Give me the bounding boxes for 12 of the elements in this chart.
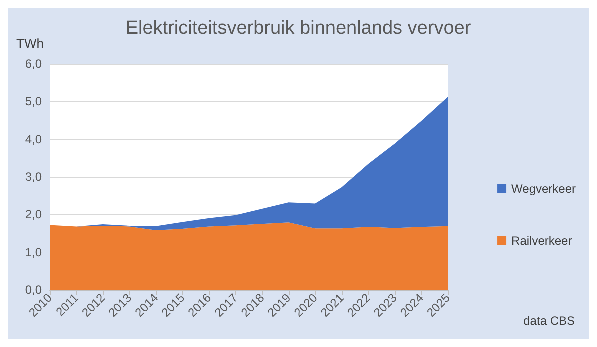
chart-title: Elektriciteitsverbruik binnenlands vervoer — [126, 18, 472, 39]
y-tick-label: 5,0 — [25, 94, 42, 109]
y-axis-title: TWh — [16, 36, 44, 51]
text: data CBS — [524, 314, 576, 328]
y-tick-label: 4,0 — [25, 132, 42, 146]
y-tick-label: 2,0 — [25, 208, 42, 222]
y-tick-label: 3,0 — [25, 170, 42, 184]
legend-label: Railverkeer — [512, 234, 572, 248]
y-tick-label: 6,0 — [25, 57, 42, 71]
y-tick-label: 0,0 — [25, 283, 42, 297]
y-tick-label: 1,0 — [25, 245, 42, 260]
legend-label: Wegverkeer — [512, 182, 576, 196]
